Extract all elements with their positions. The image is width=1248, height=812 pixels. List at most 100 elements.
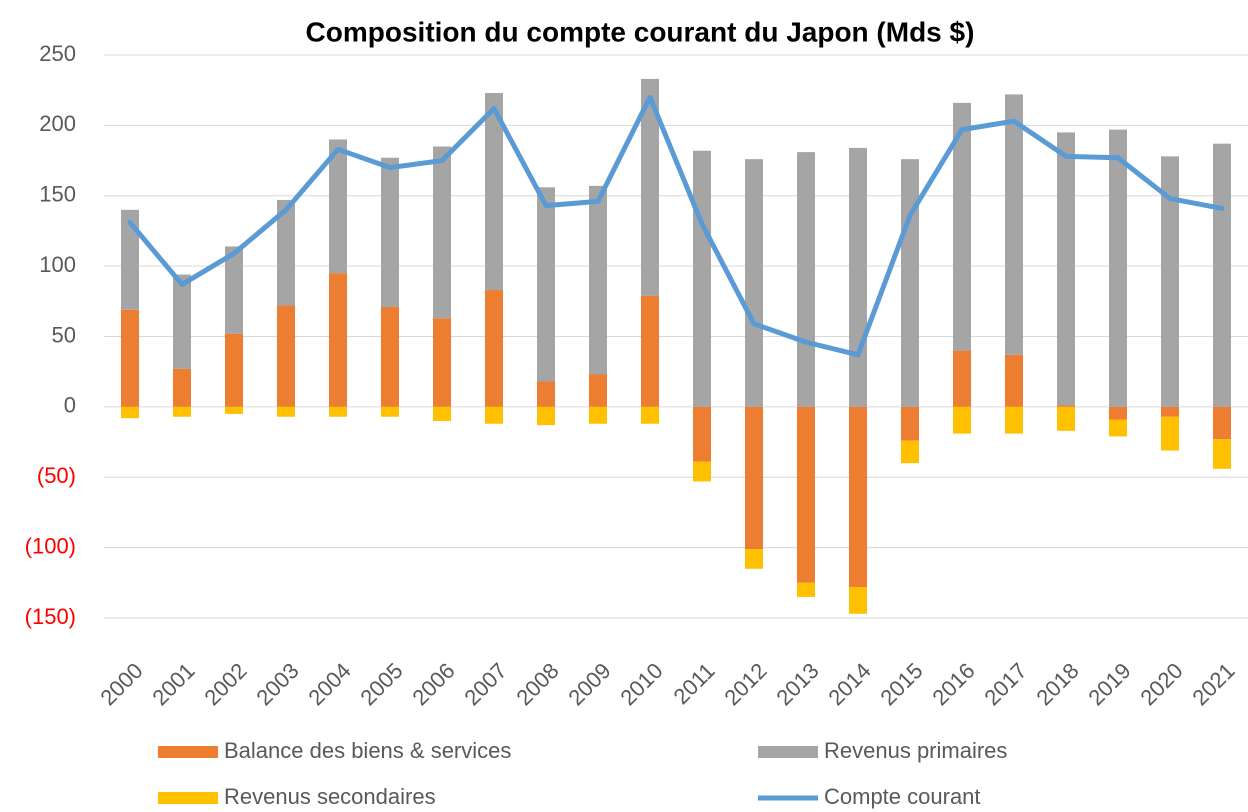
bar xyxy=(1213,439,1231,469)
bar xyxy=(1213,406,1231,440)
y-tick-label: (50) xyxy=(37,463,76,488)
x-tick-label: 2008 xyxy=(511,658,563,710)
bar xyxy=(329,406,347,417)
bar xyxy=(745,159,763,407)
y-tick-label: 200 xyxy=(39,111,76,136)
bar xyxy=(745,406,763,550)
bar xyxy=(1109,406,1127,420)
bar xyxy=(745,549,763,569)
legend-swatch xyxy=(158,746,218,758)
x-tick-label: 2018 xyxy=(1031,658,1083,710)
bar xyxy=(1161,416,1179,451)
x-tick-label: 2004 xyxy=(303,658,355,710)
legend: Balance des biens & services Revenus prim… xyxy=(158,738,1007,809)
y-tick-label: (100) xyxy=(25,533,76,558)
bar xyxy=(277,199,295,306)
bar xyxy=(433,146,451,319)
x-tick-label: 2020 xyxy=(1135,658,1187,710)
bar xyxy=(537,406,555,426)
legend-label: Revenus primaires xyxy=(824,738,1007,763)
bar xyxy=(953,102,971,351)
x-tick-label: 2014 xyxy=(823,658,875,710)
x-tick-label: 2013 xyxy=(771,658,823,710)
bar xyxy=(589,406,607,424)
x-tick-label: 2021 xyxy=(1187,658,1239,710)
y-tick-label: 0 xyxy=(64,393,76,418)
bar xyxy=(953,406,971,434)
bar xyxy=(485,406,503,424)
x-tick-label: 2002 xyxy=(199,658,251,710)
bar xyxy=(797,152,815,407)
line xyxy=(127,94,1225,358)
bar xyxy=(1161,156,1179,407)
bar xyxy=(173,274,191,369)
bar xyxy=(121,209,139,310)
x-tick-label: 2016 xyxy=(927,658,979,710)
bar xyxy=(121,309,139,407)
legend-label: Revenus secondaires xyxy=(224,784,436,809)
x-tick-label: 2007 xyxy=(459,658,511,710)
bar xyxy=(953,350,971,407)
legend-label: Compte courant xyxy=(824,784,981,809)
bar xyxy=(537,187,555,382)
bar xyxy=(641,295,659,407)
bar xyxy=(901,159,919,407)
y-tick-label: 250 xyxy=(39,41,76,66)
x-tick-label: 2000 xyxy=(95,658,147,710)
bar xyxy=(225,333,243,407)
bar xyxy=(693,406,711,462)
y-tick-label: (150) xyxy=(25,604,76,629)
bar xyxy=(329,273,347,407)
bar xyxy=(277,406,295,417)
bar xyxy=(121,406,139,419)
bar xyxy=(641,406,659,424)
y-tick-label: 100 xyxy=(39,252,76,277)
bar xyxy=(849,587,867,614)
chart-title: Composition du compte courant du Japon (… xyxy=(306,16,975,47)
bar xyxy=(1005,354,1023,407)
bar xyxy=(693,461,711,482)
legend-swatch xyxy=(158,792,218,804)
bar xyxy=(901,406,919,441)
x-tick-label: 2017 xyxy=(979,658,1031,710)
bar xyxy=(173,406,191,417)
x-tick-label: 2015 xyxy=(875,658,927,710)
bar xyxy=(173,368,191,407)
bar xyxy=(225,246,243,334)
bar xyxy=(1213,143,1231,407)
legend-label: Balance des biens & services xyxy=(224,738,511,763)
bar xyxy=(433,318,451,407)
bar xyxy=(901,440,919,464)
y-tick-label: 150 xyxy=(39,182,76,207)
bar xyxy=(1109,419,1127,437)
bar xyxy=(849,406,867,588)
bar xyxy=(641,78,659,296)
bar xyxy=(849,147,867,407)
bar xyxy=(693,150,711,407)
x-tick-label: 2009 xyxy=(563,658,615,710)
bar xyxy=(485,290,503,407)
bar xyxy=(1109,129,1127,407)
bar xyxy=(1005,406,1023,434)
bar xyxy=(381,157,399,307)
bar xyxy=(1005,94,1023,355)
x-tick-label: 2005 xyxy=(355,658,407,710)
x-tick-label: 2006 xyxy=(407,658,459,710)
x-tick-label: 2010 xyxy=(615,658,667,710)
bar xyxy=(589,374,607,407)
bar xyxy=(797,582,815,597)
grid xyxy=(104,54,1248,619)
x-tick-label: 2011 xyxy=(669,658,720,709)
bar xyxy=(277,305,295,407)
x-tick-label: 2003 xyxy=(251,658,303,710)
bar xyxy=(1057,405,1075,407)
y-tick-label: 50 xyxy=(52,322,76,347)
x-tick-label: 2001 xyxy=(147,658,199,710)
bar xyxy=(485,93,503,291)
bar xyxy=(537,381,555,407)
bar xyxy=(225,406,243,414)
bar xyxy=(1161,406,1179,417)
x-tick-label: 2019 xyxy=(1083,658,1135,710)
bar xyxy=(329,139,347,274)
